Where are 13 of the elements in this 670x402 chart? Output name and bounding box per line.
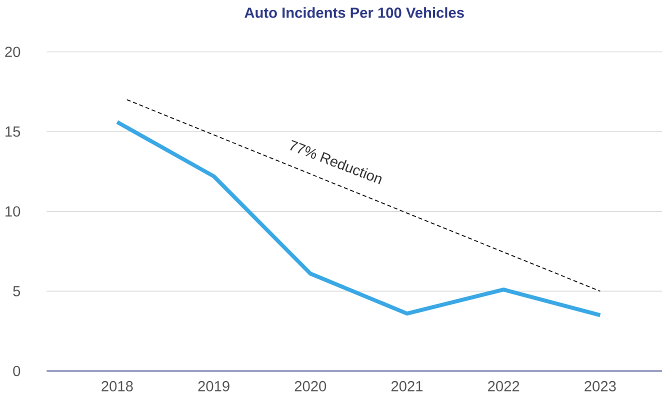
y-tick-label: 0	[13, 366, 20, 376]
y-tick-label: 15	[6, 126, 20, 137]
x-tick-label: 2023	[584, 381, 616, 392]
chart-title: Auto Incidents Per 100 Vehicles	[244, 7, 464, 18]
y-tick-label: 10	[6, 206, 20, 217]
x-tick-label: 2020	[294, 381, 326, 392]
y-tick-label: 20	[5, 46, 20, 58]
x-tick-label: 2019	[198, 381, 230, 392]
x-tick-label: 2021	[391, 381, 423, 392]
x-tick-label: 2018	[102, 381, 133, 392]
y-tick-label: 5	[13, 286, 20, 296]
x-tick-label: 2022	[488, 381, 520, 392]
line-series	[115, 120, 602, 318]
